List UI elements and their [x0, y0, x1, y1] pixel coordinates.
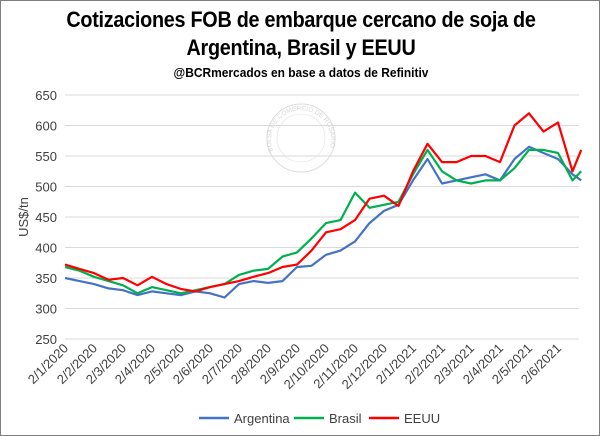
y-tick-label: 550 [35, 149, 57, 164]
y-tick-label: 250 [35, 332, 57, 347]
y-tick-label: 400 [35, 241, 57, 256]
y-tick-label: 500 [35, 180, 57, 195]
y-tick-label: 350 [35, 271, 57, 286]
y-tick-label: 650 [35, 88, 57, 103]
chart-subtitle: @BCRmercados en base a datos de Refiniti… [173, 65, 429, 80]
legend-label-argentina: Argentina [234, 411, 290, 426]
y-tick-label: 600 [35, 119, 57, 134]
svg-text:BOLSA DE COMERCIO DE ROSARIO: BOLSA DE COMERCIO DE ROSARIO [266, 105, 336, 152]
series-line-eeuu [64, 112, 583, 293]
watermark-logo: BOLSA DE COMERCIO DE ROSARIO [266, 103, 336, 173]
series-line-brasil [64, 148, 582, 295]
y-tick-label: 450 [35, 210, 57, 225]
legend-label-brasil: Brasil [329, 411, 362, 426]
y-tick-label: 300 [35, 302, 57, 317]
y-axis-label: US$/tn [16, 197, 31, 237]
chart-title-line2: Argentina, Brasil y EEUU [186, 35, 416, 60]
legend-label-eeuu: EEUU [404, 411, 440, 426]
series-line-argentina [64, 145, 582, 299]
chart-title-line1: Cotizaciones FOB de embarque cercano de … [66, 7, 536, 32]
